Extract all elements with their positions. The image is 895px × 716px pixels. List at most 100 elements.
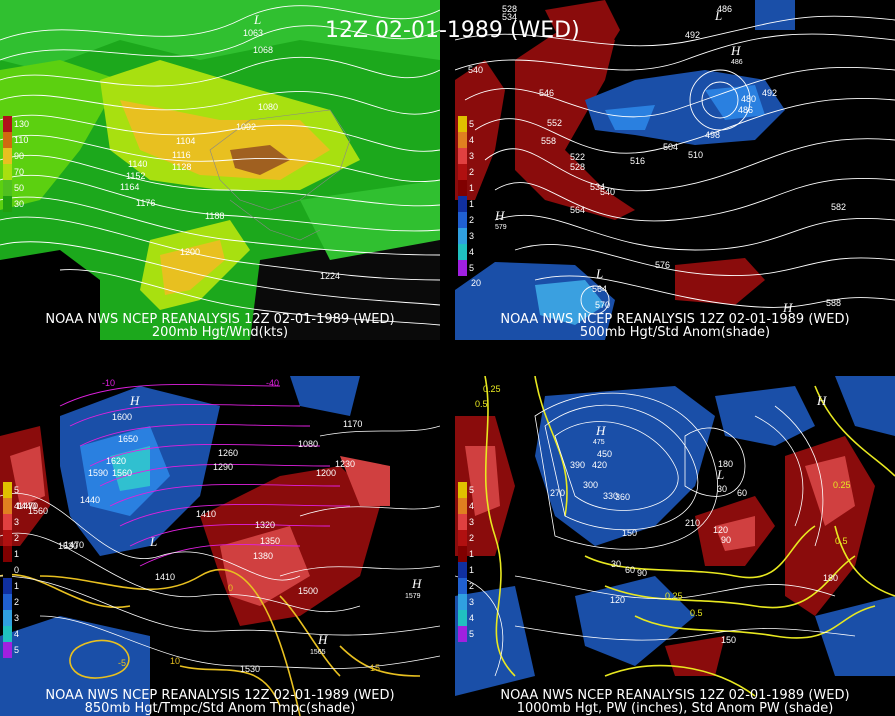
contour-label: 1440 [16, 501, 36, 511]
low-pressure-marker: L [595, 266, 603, 281]
contour-label: 1530 [240, 664, 260, 674]
legend-label: 50 [14, 183, 25, 193]
legend-entry: 1 [455, 180, 485, 196]
contour-label: 516 [630, 156, 645, 166]
legend-label: 5 [469, 485, 475, 495]
legend-label: 0 [14, 565, 20, 575]
legend-label: 5 [469, 263, 475, 273]
contour-label: 510 [688, 150, 703, 160]
contour-label: 330 [603, 491, 618, 501]
temp-label: 0 [228, 583, 233, 593]
temp-label: 15 [370, 663, 380, 673]
legend-entry: 5 [455, 482, 485, 498]
contour-label: 120 [713, 525, 728, 535]
contour-label: 1164 [120, 182, 139, 192]
contour-label: 558 [541, 136, 556, 146]
contour-label: 486 [717, 4, 732, 14]
panel-caption: NOAA NWS NCEP REANALYSIS 12Z 02-01-1989 … [500, 688, 850, 703]
contour-label: 534 [502, 12, 517, 22]
contour-labels-200mb: 1063 1068 1080 1092 1104 1116 1128 1140 … [120, 12, 340, 281]
contour-label: 570 [595, 300, 610, 310]
contour-label: 1650 [118, 434, 138, 444]
legend-entry: 4 [455, 610, 485, 626]
legend-entry: 1 [0, 546, 30, 562]
map-1000mb: 390 420 450 270 300 330 360 180 210 120 … [455, 376, 895, 716]
legend-entry: 5 [455, 626, 485, 642]
contour-label: 576 [655, 260, 670, 270]
contour-label: 552 [547, 118, 562, 128]
legend-label: 130 [14, 119, 30, 129]
legend-label: 4 [14, 629, 20, 639]
contour-label: 534 [590, 182, 605, 192]
contour-label: 1410 [196, 509, 216, 519]
contour-label: 528 [570, 162, 585, 172]
legend-entry: 2 [455, 212, 485, 228]
low-pressure-marker: L [714, 8, 722, 23]
legend-entry: 4 [0, 626, 30, 642]
pressure-value: 579 [495, 224, 507, 231]
legend-label: 2 [469, 215, 475, 225]
legend-entry: 2 [0, 594, 30, 610]
pw-label: 0.5 [475, 399, 488, 409]
high-pressure-marker: H [317, 632, 328, 647]
contour-label: 150 [622, 528, 637, 538]
legend-entry: 130 [0, 116, 30, 132]
legend-label: 2 [14, 533, 20, 543]
contour-label: 300 [583, 480, 598, 490]
contour-label: 1470 [18, 501, 38, 511]
pressure-value: 475 [593, 439, 605, 446]
contour-label: 1080 [258, 102, 278, 112]
contour-label: 210 [685, 518, 700, 528]
legend-label: 30 [14, 199, 25, 209]
contour-label: 498 [705, 130, 720, 140]
legend-entry: 30 [0, 196, 30, 212]
legend-entry: 2 [455, 164, 485, 180]
legend-entry: 2 [0, 530, 30, 546]
legend-label: 2 [469, 167, 475, 177]
legend-entry: 4 [455, 244, 485, 260]
legend-label: 5 [14, 645, 20, 655]
legend-entry: 110 [0, 132, 30, 148]
map-500mb: 528 534 540 546 552 558 522 528 534 540 … [455, 0, 895, 340]
high-pressure-marker: H [782, 300, 793, 315]
contour-label: 1104 [176, 136, 195, 146]
contour-label: 1170 [343, 419, 362, 429]
contour-label: 270 [550, 488, 565, 498]
panel-caption: NOAA NWS NCEP REANALYSIS 12Z 02-01-1989 … [500, 312, 850, 327]
contour-label: 1320 [255, 520, 275, 530]
contour-label: 1128 [172, 162, 191, 172]
legend-entry: 3 [0, 514, 30, 530]
contour-label: 1290 [213, 462, 233, 472]
contour-label: 480 [741, 94, 756, 104]
panel-caption: NOAA NWS NCEP REANALYSIS 12Z 02-01-1989 … [45, 688, 395, 703]
pw-label: 0.25 [665, 591, 683, 601]
high-pressure-marker: H [129, 393, 140, 408]
contour-label: 90 [721, 535, 731, 545]
contour-label: 180 [718, 459, 733, 469]
contour-label: 1600 [112, 412, 132, 422]
pressure-value: 486 [731, 59, 743, 66]
legend-label: 1 [14, 581, 20, 591]
contour-label: 450 [597, 449, 612, 459]
legend-entry: 0 [0, 562, 30, 578]
panel-caption: NOAA NWS NCEP REANALYSIS 12Z 02-01-1989 … [45, 312, 395, 327]
legend-entry: 5 [0, 482, 30, 498]
contour-label: 60 [625, 565, 635, 575]
legend-entry: 90 [0, 148, 30, 164]
legend-entry: 2 [455, 578, 485, 594]
high-pressure-marker: H [816, 393, 827, 408]
legend-entry: 1 [455, 562, 485, 578]
contour-label: 540 [468, 65, 483, 75]
pw-label: 0.5 [690, 608, 703, 618]
contour-label: 1116 [172, 150, 191, 160]
legend-label: 4 [469, 247, 475, 257]
legend-entry: 50 [0, 180, 30, 196]
contour-label: 540 [600, 187, 615, 197]
legend-entry: 1 [455, 196, 485, 212]
contour-label: 1560 [112, 468, 132, 478]
legend-label: 2 [469, 581, 475, 591]
legend-entry: 4 [455, 132, 485, 148]
contour-label: 1530 [58, 541, 78, 551]
contour-label: 1152 [126, 171, 145, 181]
temp-label: -40 [266, 378, 279, 388]
